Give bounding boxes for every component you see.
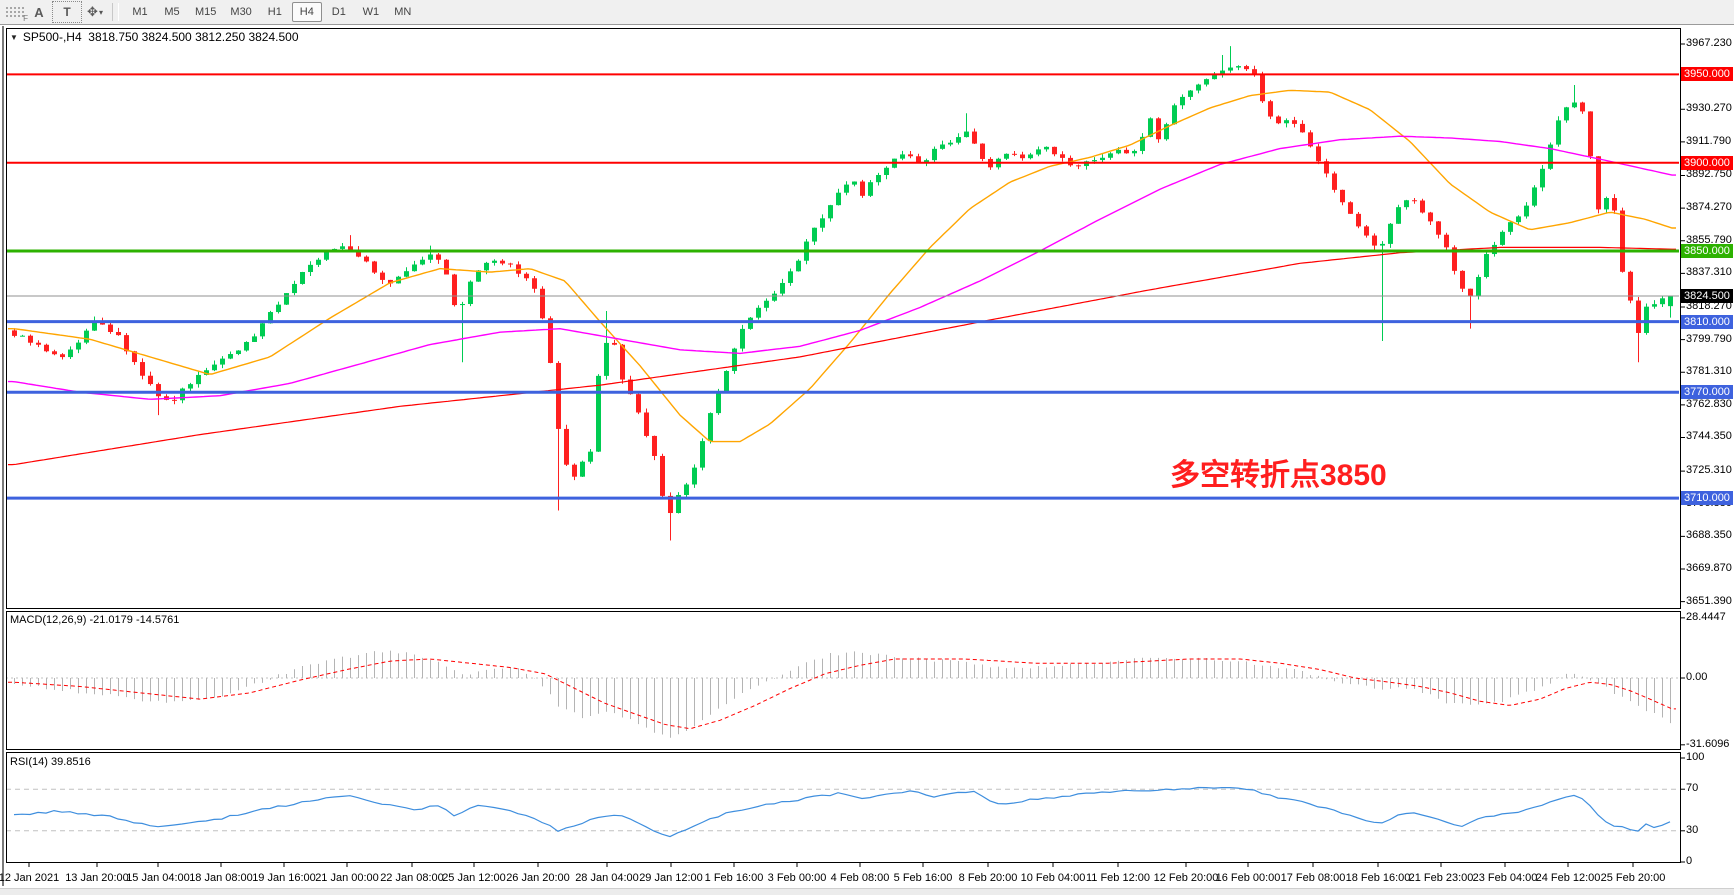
arrow-tools-icon: ✥ [87,4,98,19]
timeframe-m30-button[interactable]: M30 [224,2,257,22]
price-level-badge: 3850.000 [1681,243,1733,258]
time-label: 18 Feb 16:00 [1345,872,1411,884]
price-tick: 3744.350 [1686,430,1732,443]
time-label: 28 Jan 04:00 [575,872,639,884]
price-tick: 3781.310 [1686,365,1732,378]
dock-grip-icon[interactable]: F [4,5,28,23]
time-label: 25 Jan 12:00 [442,872,506,884]
price-tick: 3688.350 [1686,529,1732,542]
chart-canvas[interactable] [0,26,1734,895]
price-level-badge: 3810.000 [1681,314,1733,329]
price-tick: 3837.310 [1686,266,1732,279]
price-tick: 3669.870 [1686,561,1732,574]
time-label: 26 Jan 20:00 [506,872,570,884]
time-label: 3 Feb 00:00 [767,872,827,884]
arrow-tools-button[interactable]: ✥ ▾ [84,2,106,22]
ohlc-values: 3818.750 3824.500 3812.250 3824.500 [88,30,299,44]
symbol-period: SP500-,H4 [22,30,82,44]
price-tick: 3762.830 [1686,397,1732,410]
price-tick: 3930.270 [1686,102,1732,115]
time-label: 1 Feb 16:00 [704,872,764,884]
time-label: 17 Feb 08:00 [1280,872,1346,884]
time-label: 4 Feb 08:00 [830,872,890,884]
time-label: 21 Feb 23:00 [1408,872,1474,884]
rsi-axis-tick: 30 [1686,823,1699,836]
rsi-axis-tick: 0 [1686,855,1693,867]
price-tick: 3967.230 [1686,36,1732,49]
current-price-badge: 3824.500 [1681,288,1733,303]
rsi-axis-tick: 100 [1686,751,1705,763]
time-label: 22 Jan 08:00 [380,872,444,884]
time-label: 24 Feb 12:00 [1535,872,1601,884]
macd-axis-tick: 28.4447 [1686,610,1726,623]
price-tick: 3874.270 [1686,201,1732,214]
time-label: 12 Feb 20:00 [1153,872,1219,884]
price-level-badge: 3950.000 [1681,67,1733,82]
chart-menu-icon[interactable]: ▼ [10,33,18,42]
time-label: 25 Feb 20:00 [1600,872,1666,884]
time-label: 15 Jan 04:00 [126,872,190,884]
rsi-indicator-label: RSI(14) 39.8516 [10,756,91,768]
price-level-badge: 3900.000 [1681,155,1733,170]
time-label: 29 Jan 12:00 [639,872,703,884]
time-label: 13 Jan 20:00 [65,872,129,884]
timeframe-h1-button[interactable]: H1 [260,2,290,22]
font-label-tool-button[interactable]: A [34,4,44,20]
timeframe-m1-button[interactable]: M1 [125,2,155,22]
time-label: 8 Feb 20:00 [958,872,1018,884]
time-label: 11 Feb 12:00 [1085,872,1150,884]
macd-indicator-label: MACD(12,26,9) -21.0179 -14.5761 [10,614,180,626]
chevron-down-icon[interactable]: ▾ [98,7,103,17]
toolbar-separator [112,3,119,21]
window-footer-strip [0,888,1734,895]
macd-axis-tick: 0.00 [1686,671,1708,683]
timeframe-m15-button[interactable]: M15 [189,2,222,22]
chart-title: ▼ SP500-,H4 3818.750 3824.500 3812.250 38… [10,30,299,44]
chart-annotation-text: 多空转折点3850 [1170,459,1387,492]
timeframe-d1-button[interactable]: D1 [324,2,354,22]
toolbar: F A T ✥ ▾ M1 M5 M15 M30 H1 H4 D1 W1 MN [0,0,1734,25]
time-label: 21 Jan 00:00 [315,872,379,884]
time-label: 18 Jan 08:00 [189,872,253,884]
price-tick: 3799.790 [1686,332,1732,345]
time-label: 5 Feb 16:00 [893,872,953,884]
time-label: 23 Feb 04:00 [1472,872,1538,884]
chart-window: ▼ SP500-,H4 3818.750 3824.500 3812.250 38… [0,26,1734,895]
price-tick: 3911.790 [1686,134,1732,147]
timeframe-w1-button[interactable]: W1 [356,2,386,22]
price-tick: 3818.270 [1686,299,1732,312]
text-tool-button[interactable]: T [52,1,82,23]
price-tick: 3725.310 [1686,464,1732,477]
price-tick: 3892.750 [1686,168,1732,181]
macd-axis-tick: -31.6096 [1686,737,1730,750]
time-label: 16 Feb 00:00 [1215,872,1281,884]
timeframe-m5-button[interactable]: M5 [157,2,187,22]
price-tick: 3855.790 [1686,233,1732,246]
price-tick: 3651.390 [1686,594,1732,607]
timeframe-mn-button[interactable]: MN [388,2,418,22]
price-level-badge: 3710.000 [1681,491,1733,506]
rsi-axis-tick: 70 [1686,782,1699,795]
timeframe-h4-button[interactable]: H4 [291,2,322,22]
time-label: 19 Jan 16:00 [252,872,316,884]
time-label: 10 Feb 04:00 [1020,872,1086,884]
time-label: 12 Jan 2021 [0,872,60,884]
price-level-badge: 3770.000 [1681,385,1733,400]
